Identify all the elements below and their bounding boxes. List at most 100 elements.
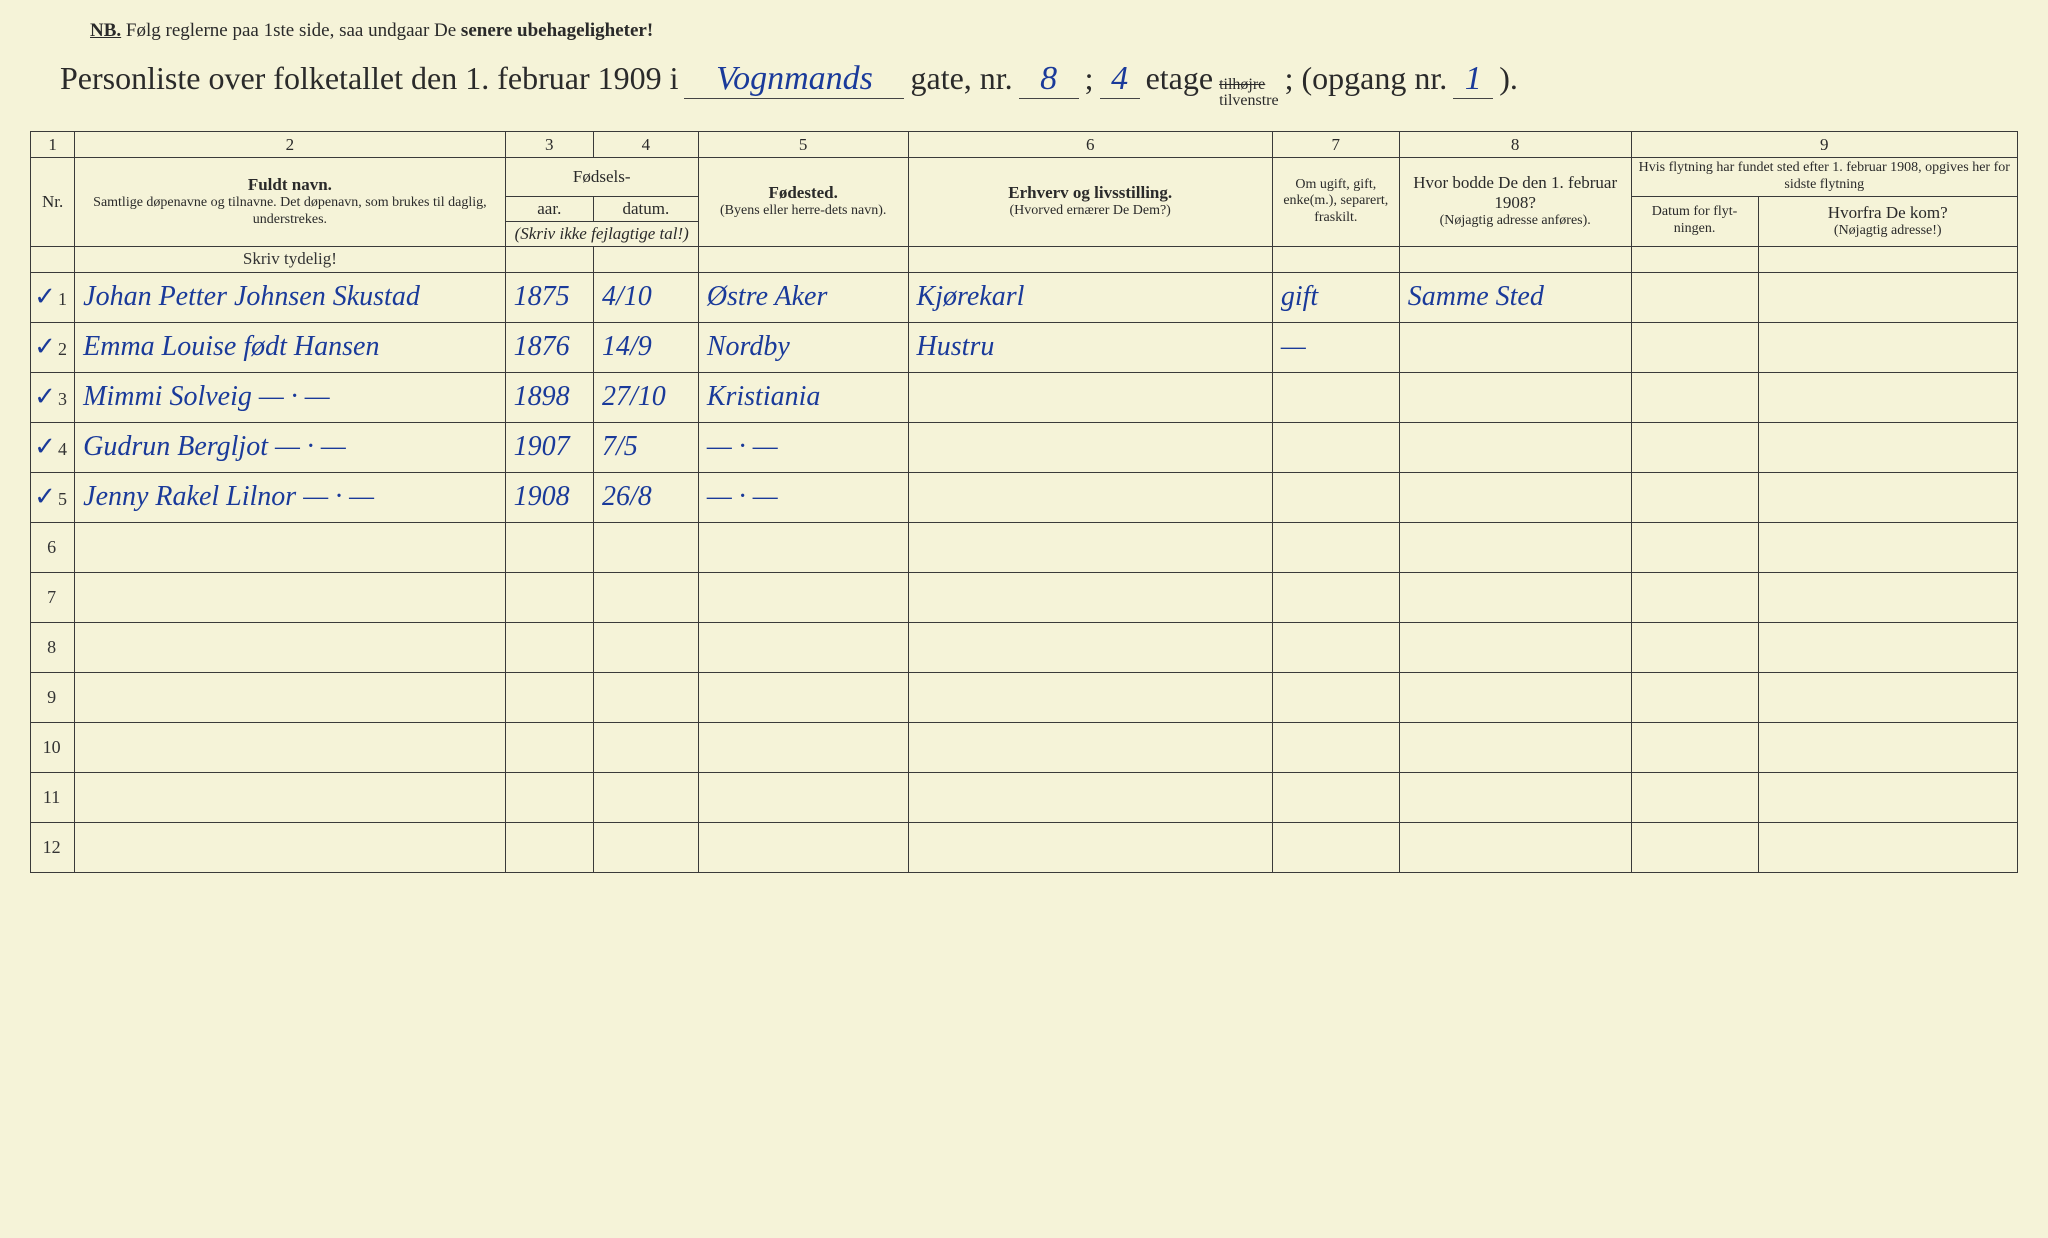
cell-aar: 1908 — [505, 472, 593, 522]
skriv-tydelig-row: Skriv tydelig! — [31, 246, 2018, 272]
cell-ugift — [1272, 672, 1399, 722]
etage-label: etage — [1146, 60, 1214, 97]
cell-fodested: Østre Aker — [698, 272, 908, 322]
colnum-3: 3 — [505, 132, 593, 158]
cell-ugift — [1272, 772, 1399, 822]
hdr-aar: aar. — [505, 196, 593, 221]
cell-navn-text: Gudrun Bergljot — · — — [83, 431, 346, 462]
row-nr: 10 — [31, 722, 75, 772]
cell-bodde — [1399, 522, 1631, 572]
cell-bodde — [1399, 822, 1631, 872]
row-nr: 8 — [31, 622, 75, 672]
cell-ugift — [1272, 522, 1399, 572]
cell-flyt-hvorfra — [1758, 422, 2017, 472]
cell-navn — [75, 822, 506, 872]
cell-navn: Gudrun Bergljot — · — — [75, 422, 506, 472]
cell-navn-text: Emma Louise født Hansen — [83, 331, 379, 362]
cell-fodested — [698, 522, 908, 572]
opgang-nr: 1 — [1453, 60, 1493, 99]
etage-nr: 4 — [1100, 60, 1140, 99]
cell-navn — [75, 572, 506, 622]
check-icon: ✓ — [34, 382, 56, 411]
cell-navn: Jenny Rakel Lilnor — · — — [75, 472, 506, 522]
cell-datum — [593, 772, 698, 822]
cell-erhverv — [908, 422, 1272, 472]
hdr-flyt-datum: Datum for flyt-ningen. — [1631, 196, 1758, 246]
cell-bodde — [1399, 572, 1631, 622]
row-nr: ✓1 — [31, 272, 75, 322]
table-row: ✓5Jenny Rakel Lilnor — · —190826/8— · — — [31, 472, 2018, 522]
row-nr: ✓4 — [31, 422, 75, 472]
cell-flyt-hvorfra — [1758, 622, 2017, 672]
cell-fodested: Kristiania — [698, 372, 908, 422]
cell-datum: 7/5 — [593, 422, 698, 472]
etage-side: tilhøjre tilvenstre — [1219, 77, 1279, 109]
cell-bodde — [1399, 622, 1631, 672]
hdr-fodested-title: Fødested. — [768, 183, 837, 202]
cell-datum — [593, 522, 698, 572]
check-icon: ✓ — [34, 282, 56, 311]
hdr-flyt-hvorfra-sub: (Nøjagtig adresse!) — [1763, 223, 2013, 240]
cell-flyt-datum — [1631, 422, 1758, 472]
cell-navn — [75, 522, 506, 572]
cell-navn — [75, 772, 506, 822]
row-nr: ✓3 — [31, 372, 75, 422]
cell-fodested — [698, 672, 908, 722]
check-icon: ✓ — [34, 432, 56, 461]
cell-datum — [593, 722, 698, 772]
cell-fodested — [698, 622, 908, 672]
cell-flyt-hvorfra — [1758, 372, 2017, 422]
colnum-4: 4 — [593, 132, 698, 158]
hdr-erhverv: Erhverv og livsstilling. (Hvorved ernære… — [908, 158, 1272, 247]
cell-aar: 1898 — [505, 372, 593, 422]
cell-fodested — [698, 572, 908, 622]
cell-ugift — [1272, 422, 1399, 472]
hdr-fodested: Fødested. (Byens eller herre-dets navn). — [698, 158, 908, 247]
cell-fodested: — · — — [698, 422, 908, 472]
gate-nr: 8 — [1019, 60, 1079, 99]
cell-erhverv — [908, 472, 1272, 522]
cell-flyt-datum — [1631, 372, 1758, 422]
cell-flyt-datum — [1631, 322, 1758, 372]
cell-fodested: — · — — [698, 472, 908, 522]
table-row: 10 — [31, 722, 2018, 772]
cell-aar — [505, 522, 593, 572]
hdr-erhverv-title: Erhverv og livsstilling. — [1008, 183, 1172, 202]
cell-datum: 27/10 — [593, 372, 698, 422]
table-row: ✓3Mimmi Solveig — · —189827/10Kristiania — [31, 372, 2018, 422]
table-row: 11 — [31, 772, 2018, 822]
cell-bodde — [1399, 422, 1631, 472]
hdr-flyt-hvorfra: Hvorfra De kom? (Nøjagtig adresse!) — [1758, 196, 2017, 246]
hdr-flyt-title: Hvis flytning har fundet sted efter 1. f… — [1636, 160, 2013, 194]
cell-flyt-hvorfra — [1758, 572, 2017, 622]
cell-erhverv — [908, 772, 1272, 822]
cell-navn-text: Jenny Rakel Lilnor — · — — [83, 481, 374, 512]
cell-aar — [505, 822, 593, 872]
nb-warning: NB. Følg reglerne paa 1ste side, saa und… — [90, 20, 2018, 42]
row-nr: 6 — [31, 522, 75, 572]
cell-datum — [593, 822, 698, 872]
hdr-nr: Nr. — [31, 158, 75, 247]
cell-navn: Mimmi Solveig — · — — [75, 372, 506, 422]
rows-body: ✓1Johan Petter Johnsen Skustad18754/10Øs… — [31, 272, 2018, 872]
cell-flyt-hvorfra — [1758, 322, 2017, 372]
cell-aar: 1876 — [505, 322, 593, 372]
cell-flyt-datum — [1631, 822, 1758, 872]
cell-aar — [505, 722, 593, 772]
hdr-fodsels-note: (Skriv ikke fejlagtige tal!) — [505, 221, 698, 246]
cell-ugift — [1272, 472, 1399, 522]
header-row-1: Nr. Fuldt navn. Samtlige døpenavne og ti… — [31, 158, 2018, 197]
title-line: Personliste over folketallet den 1. febr… — [60, 60, 2018, 109]
cell-aar: 1907 — [505, 422, 593, 472]
hdr-navn: Fuldt navn. Samtlige døpenavne og tilnav… — [75, 158, 506, 247]
row-nr: 9 — [31, 672, 75, 722]
cell-flyt-hvorfra — [1758, 722, 2017, 772]
hdr-ugift: Om ugift, gift, enke(m.), separert, fras… — [1272, 158, 1399, 247]
cell-bodde — [1399, 772, 1631, 822]
check-icon: ✓ — [34, 482, 56, 511]
cell-aar — [505, 572, 593, 622]
cell-erhverv — [908, 822, 1272, 872]
cell-datum: 4/10 — [593, 272, 698, 322]
table-row: 7 — [31, 572, 2018, 622]
hdr-flyt-hvorfra-title: Hvorfra De kom? — [1828, 203, 1948, 222]
